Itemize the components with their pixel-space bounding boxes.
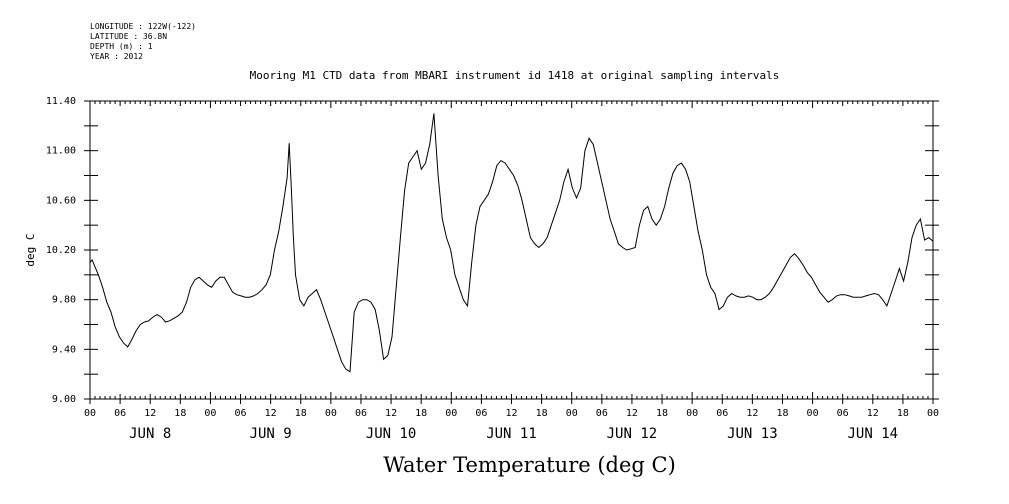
y-tick-label: 9.80	[52, 295, 76, 306]
x-tick-label: 06	[355, 408, 367, 419]
year-label: YEAR : 2012	[90, 52, 143, 61]
y-tick-label: 9.40	[52, 344, 76, 355]
day-label: JUN 9	[250, 426, 292, 442]
day-label: JUN 12	[607, 426, 658, 442]
x-tick-label: 18	[536, 408, 548, 419]
x-tick-label: 00	[84, 408, 96, 419]
x-tick-label: 18	[174, 408, 186, 419]
x-tick-label: 06	[837, 408, 849, 419]
y-tick-label: 11.00	[46, 146, 76, 157]
x-tick-label: 06	[475, 408, 487, 419]
day-label: JUN 13	[727, 426, 778, 442]
x-tick-label: 18	[415, 408, 427, 419]
x-tick-label: 00	[686, 408, 698, 419]
x-tick-labels: 00 06 12 18 00 06 12 18 00 06 12 18 00 06 12 18 00 06 12 18…	[84, 399, 939, 419]
day-label: JUN 8	[129, 426, 171, 442]
x-tick-label: 00	[927, 408, 939, 419]
x-tick-label: 12	[144, 408, 156, 419]
y-tick-label: 10.20	[46, 245, 76, 256]
longitude-label: LONGITUDE : 122W(-122)	[90, 22, 196, 31]
x-tick-label: 12	[385, 408, 397, 419]
day-labels: JUN 8 JUN 9 JUN 10 JUN 11 JUN 12 JUN 13 JUN 14	[129, 426, 898, 442]
x-tick-label: 00	[566, 408, 578, 419]
x-tick-label: 18	[295, 408, 307, 419]
y-tick-label: 9.00	[52, 394, 76, 405]
x-tick-label: 12	[867, 408, 879, 419]
x-tick-label: 06	[596, 408, 608, 419]
x-tick-label: 18	[776, 408, 788, 419]
y-tick-label: 11.40	[46, 96, 76, 107]
x-tick-label: 00	[204, 408, 216, 419]
x-tick-label: 12	[626, 408, 638, 419]
day-label: JUN 11	[486, 426, 537, 442]
x-tick-label: 18	[656, 408, 668, 419]
x-tick-label: 06	[235, 408, 247, 419]
x-tick-label: 06	[114, 408, 126, 419]
plot-frame	[89, 100, 934, 400]
y-axis-label: deg C	[24, 233, 37, 266]
temperature-chart: 9.00 9.40 9.80 10.20 10.60 11.00 11.40 00 06 12 1…	[24, 96, 939, 442]
x-tick-label: 00	[445, 408, 457, 419]
x-tick-label: 00	[325, 408, 337, 419]
day-label: JUN 14	[847, 426, 898, 442]
day-label: JUN 10	[366, 426, 417, 442]
x-tick-label: 12	[265, 408, 277, 419]
chart-title: Mooring M1 CTD data from MBARI instrumen…	[249, 69, 780, 82]
depth-label: DEPTH (m) : 1	[90, 42, 153, 51]
x-tick-label: 06	[716, 408, 728, 419]
x-tick-label: 00	[807, 408, 819, 419]
y-tick-labels: 9.00 9.40 9.80 10.20 10.60 11.00 11.40	[46, 96, 76, 405]
x-tick-label: 12	[746, 408, 758, 419]
series-line	[89, 113, 934, 373]
x-tick-label: 18	[897, 408, 909, 419]
x-tick-label: 12	[505, 408, 517, 419]
latitude-label: LATITUDE : 36.8N	[90, 32, 168, 41]
axis-ticks	[84, 100, 939, 400]
metadata-block: LONGITUDE : 122W(-122) LATITUDE : 36.8N …	[90, 22, 196, 62]
y-tick-label: 10.60	[46, 195, 76, 206]
x-axis-label: Water Temperature (deg C)	[383, 453, 676, 477]
